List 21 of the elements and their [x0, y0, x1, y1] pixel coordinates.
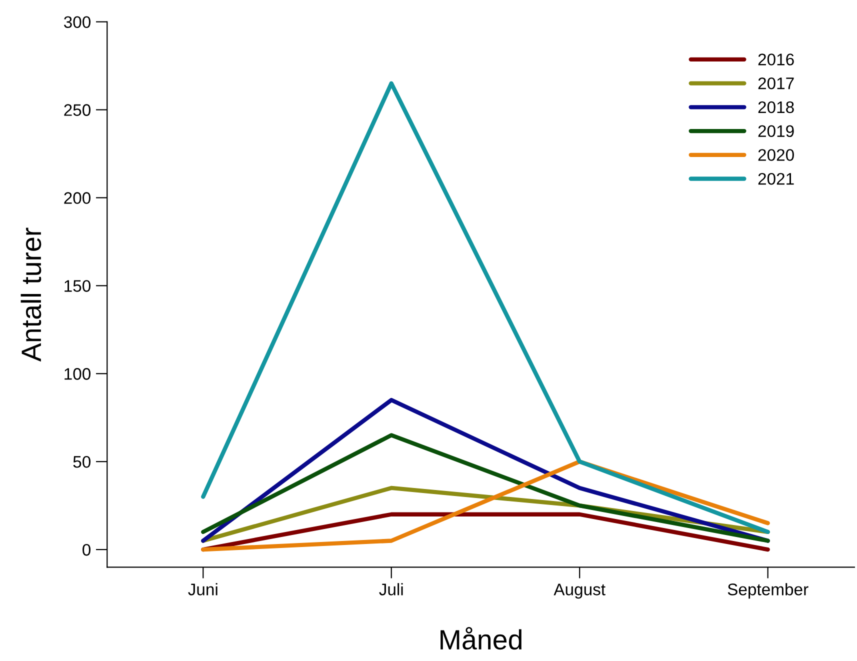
- x-tick-label: Juli: [379, 583, 403, 596]
- legend-label: 2016: [758, 54, 794, 66]
- legend-label: 2018: [758, 101, 794, 114]
- y-tick-label: 250: [64, 104, 91, 116]
- y-tick-label: 300: [64, 16, 91, 28]
- line-series: [201, 433, 770, 543]
- x-tick-label: August: [554, 584, 606, 599]
- y-tick-label: 0: [82, 544, 90, 556]
- y-tick-label: 100: [64, 368, 91, 380]
- legend-label: 2021: [758, 172, 794, 185]
- x-tick-label: Juni: [188, 583, 218, 596]
- y-tick-label: 50: [73, 456, 91, 468]
- y-tick-label: 150: [64, 280, 91, 292]
- x-axis-title: Måned: [440, 626, 522, 650]
- y-axis-title: Antall turer: [20, 228, 42, 362]
- line-series: [201, 460, 770, 552]
- y-tick-label: 200: [64, 192, 91, 204]
- legend-label: 2020: [758, 149, 794, 161]
- legend-label: 2019: [758, 125, 794, 138]
- legend-label: 2017: [758, 77, 794, 90]
- x-tick-label: September: [728, 583, 808, 599]
